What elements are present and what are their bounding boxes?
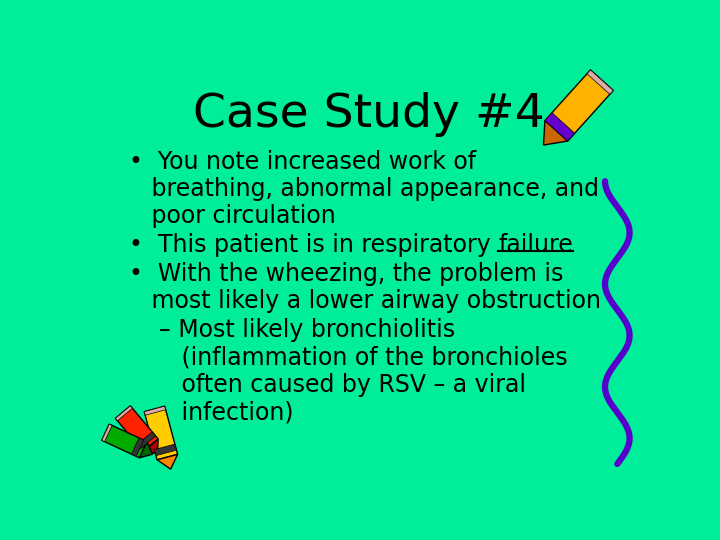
Text: most likely a lower airway obstruction: most likely a lower airway obstruction bbox=[129, 289, 601, 313]
Polygon shape bbox=[115, 406, 132, 421]
Polygon shape bbox=[102, 424, 147, 458]
Polygon shape bbox=[544, 120, 567, 145]
Polygon shape bbox=[132, 438, 144, 456]
Polygon shape bbox=[154, 444, 176, 456]
Polygon shape bbox=[144, 406, 166, 415]
Polygon shape bbox=[545, 113, 575, 141]
Polygon shape bbox=[157, 454, 178, 469]
Text: infection): infection) bbox=[129, 400, 294, 424]
Text: failure: failure bbox=[498, 233, 573, 257]
Polygon shape bbox=[115, 406, 158, 451]
Text: •  This patient is in respiratory: • This patient is in respiratory bbox=[129, 233, 498, 257]
Text: breathing, abnormal appearance, and: breathing, abnormal appearance, and bbox=[129, 177, 599, 201]
Text: •  With the wheezing, the problem is: • With the wheezing, the problem is bbox=[129, 262, 564, 286]
Polygon shape bbox=[144, 406, 178, 460]
Polygon shape bbox=[138, 432, 156, 449]
Polygon shape bbox=[545, 70, 613, 141]
Text: often caused by RSV – a viral: often caused by RSV – a viral bbox=[129, 373, 526, 397]
Text: •  You note increased work of: • You note increased work of bbox=[129, 150, 476, 174]
Polygon shape bbox=[587, 70, 613, 94]
Polygon shape bbox=[143, 439, 158, 454]
Text: – Most likely bronchiolitis: – Most likely bronchiolitis bbox=[129, 319, 455, 342]
Text: Case Study #4: Case Study #4 bbox=[193, 92, 545, 137]
Polygon shape bbox=[102, 424, 112, 442]
Polygon shape bbox=[140, 442, 153, 458]
Text: poor circulation: poor circulation bbox=[129, 204, 336, 228]
Text: (inflammation of the bronchioles: (inflammation of the bronchioles bbox=[129, 346, 567, 369]
